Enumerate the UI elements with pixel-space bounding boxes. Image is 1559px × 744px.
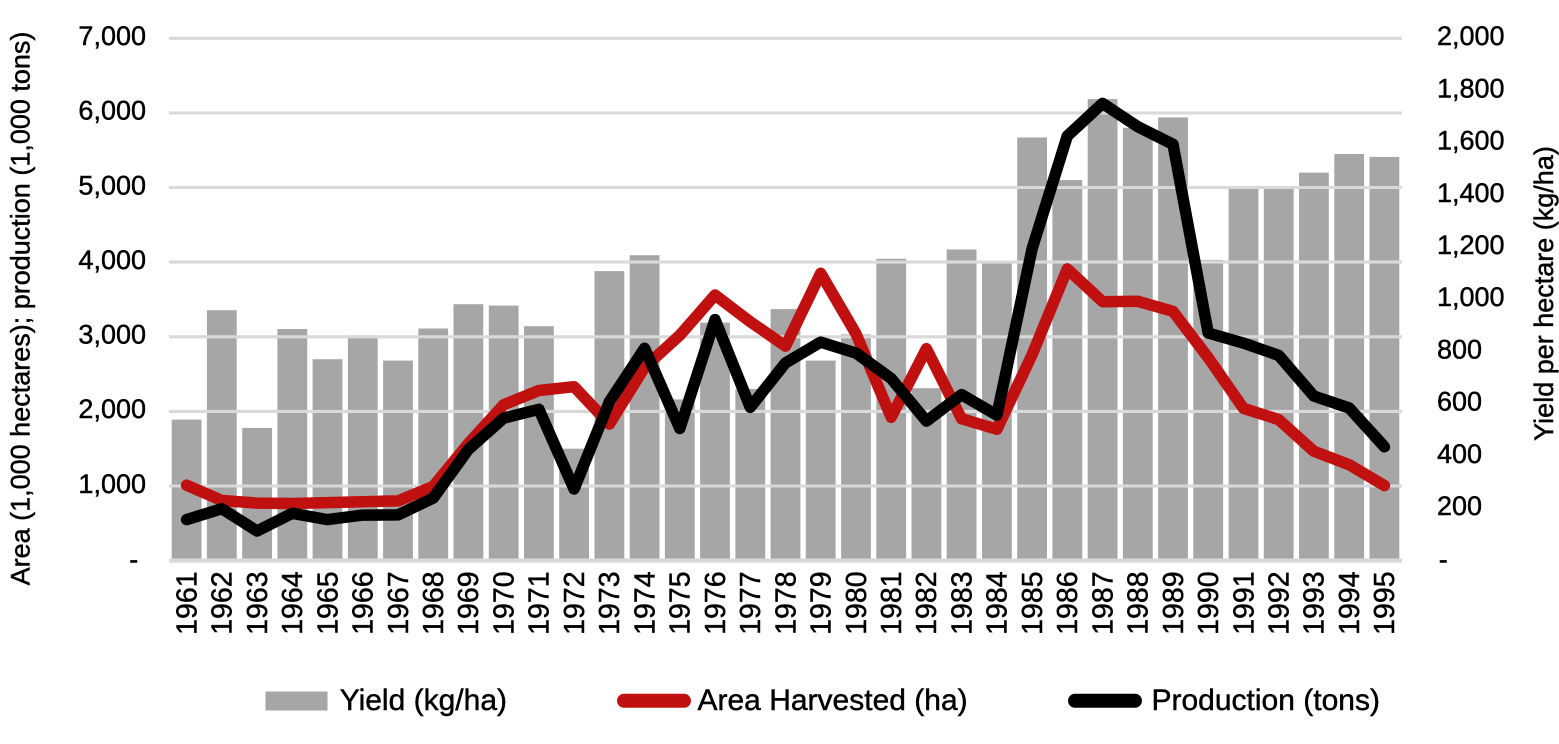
svg-text:1989: 1989 <box>1158 571 1190 634</box>
svg-text:1993: 1993 <box>1299 571 1331 634</box>
svg-text:1978: 1978 <box>770 571 802 634</box>
svg-text:600: 600 <box>1437 387 1482 417</box>
svg-text:4,000: 4,000 <box>78 245 146 275</box>
svg-text:1966: 1966 <box>348 571 380 634</box>
svg-text:1962: 1962 <box>207 571 239 634</box>
svg-text:1985: 1985 <box>1017 571 1049 634</box>
svg-text:1994: 1994 <box>1334 571 1366 635</box>
svg-text:2,000: 2,000 <box>78 394 146 424</box>
svg-text:1967: 1967 <box>383 571 415 634</box>
svg-text:1,000: 1,000 <box>1437 282 1505 312</box>
svg-text:1963: 1963 <box>242 571 274 634</box>
svg-text:800: 800 <box>1437 335 1482 365</box>
svg-text:1976: 1976 <box>700 571 732 634</box>
svg-text:1970: 1970 <box>489 571 521 634</box>
svg-text:1964: 1964 <box>277 571 309 635</box>
svg-text:1981: 1981 <box>876 571 908 634</box>
svg-text:1,200: 1,200 <box>1437 230 1505 260</box>
svg-text:1988: 1988 <box>1123 571 1155 634</box>
svg-text:Yield per hectare (kg/ha): Yield per hectare (kg/ha) <box>1529 146 1559 441</box>
svg-text:1974: 1974 <box>629 571 661 635</box>
svg-text:1,600: 1,600 <box>1437 126 1505 156</box>
svg-text:-: - <box>129 545 138 575</box>
svg-text:1979: 1979 <box>806 571 838 634</box>
svg-text:1965: 1965 <box>312 571 344 634</box>
svg-text:1,000: 1,000 <box>78 469 146 499</box>
svg-text:200: 200 <box>1437 491 1482 521</box>
svg-text:6,000: 6,000 <box>78 96 146 126</box>
svg-text:3,000: 3,000 <box>78 320 146 350</box>
svg-text:1968: 1968 <box>418 571 450 634</box>
svg-text:1986: 1986 <box>1052 571 1084 634</box>
svg-text:1975: 1975 <box>665 571 697 634</box>
svg-text:Production (tons): Production (tons) <box>1152 684 1380 717</box>
svg-text:1980: 1980 <box>841 571 873 634</box>
svg-text:1992: 1992 <box>1264 571 1296 634</box>
svg-text:1969: 1969 <box>453 571 485 634</box>
svg-text:1,400: 1,400 <box>1437 178 1505 208</box>
svg-text:1,800: 1,800 <box>1437 73 1505 103</box>
svg-text:1972: 1972 <box>559 571 591 634</box>
svg-text:400: 400 <box>1437 439 1482 469</box>
svg-text:1990: 1990 <box>1193 571 1225 634</box>
svg-text:1961: 1961 <box>171 571 203 634</box>
svg-text:1973: 1973 <box>594 571 626 634</box>
svg-text:7,000: 7,000 <box>78 21 146 51</box>
svg-text:Yield (kg/ha): Yield (kg/ha) <box>340 684 507 717</box>
svg-text:1987: 1987 <box>1087 571 1119 634</box>
svg-text:Area (1,000 hectares); product: Area (1,000 hectares); production (1,000… <box>6 32 36 586</box>
svg-text:5,000: 5,000 <box>78 170 146 200</box>
svg-text:2,000: 2,000 <box>1437 21 1505 51</box>
svg-text:1971: 1971 <box>524 571 556 634</box>
svg-text:Area Harvested (ha): Area Harvested (ha) <box>698 684 968 717</box>
svg-text:1977: 1977 <box>735 571 767 634</box>
svg-text:1982: 1982 <box>911 571 943 634</box>
svg-text:1983: 1983 <box>946 571 978 634</box>
svg-text:1984: 1984 <box>982 571 1014 635</box>
svg-text:-: - <box>1439 545 1448 575</box>
svg-text:1995: 1995 <box>1369 571 1401 634</box>
svg-text:1991: 1991 <box>1228 571 1260 634</box>
